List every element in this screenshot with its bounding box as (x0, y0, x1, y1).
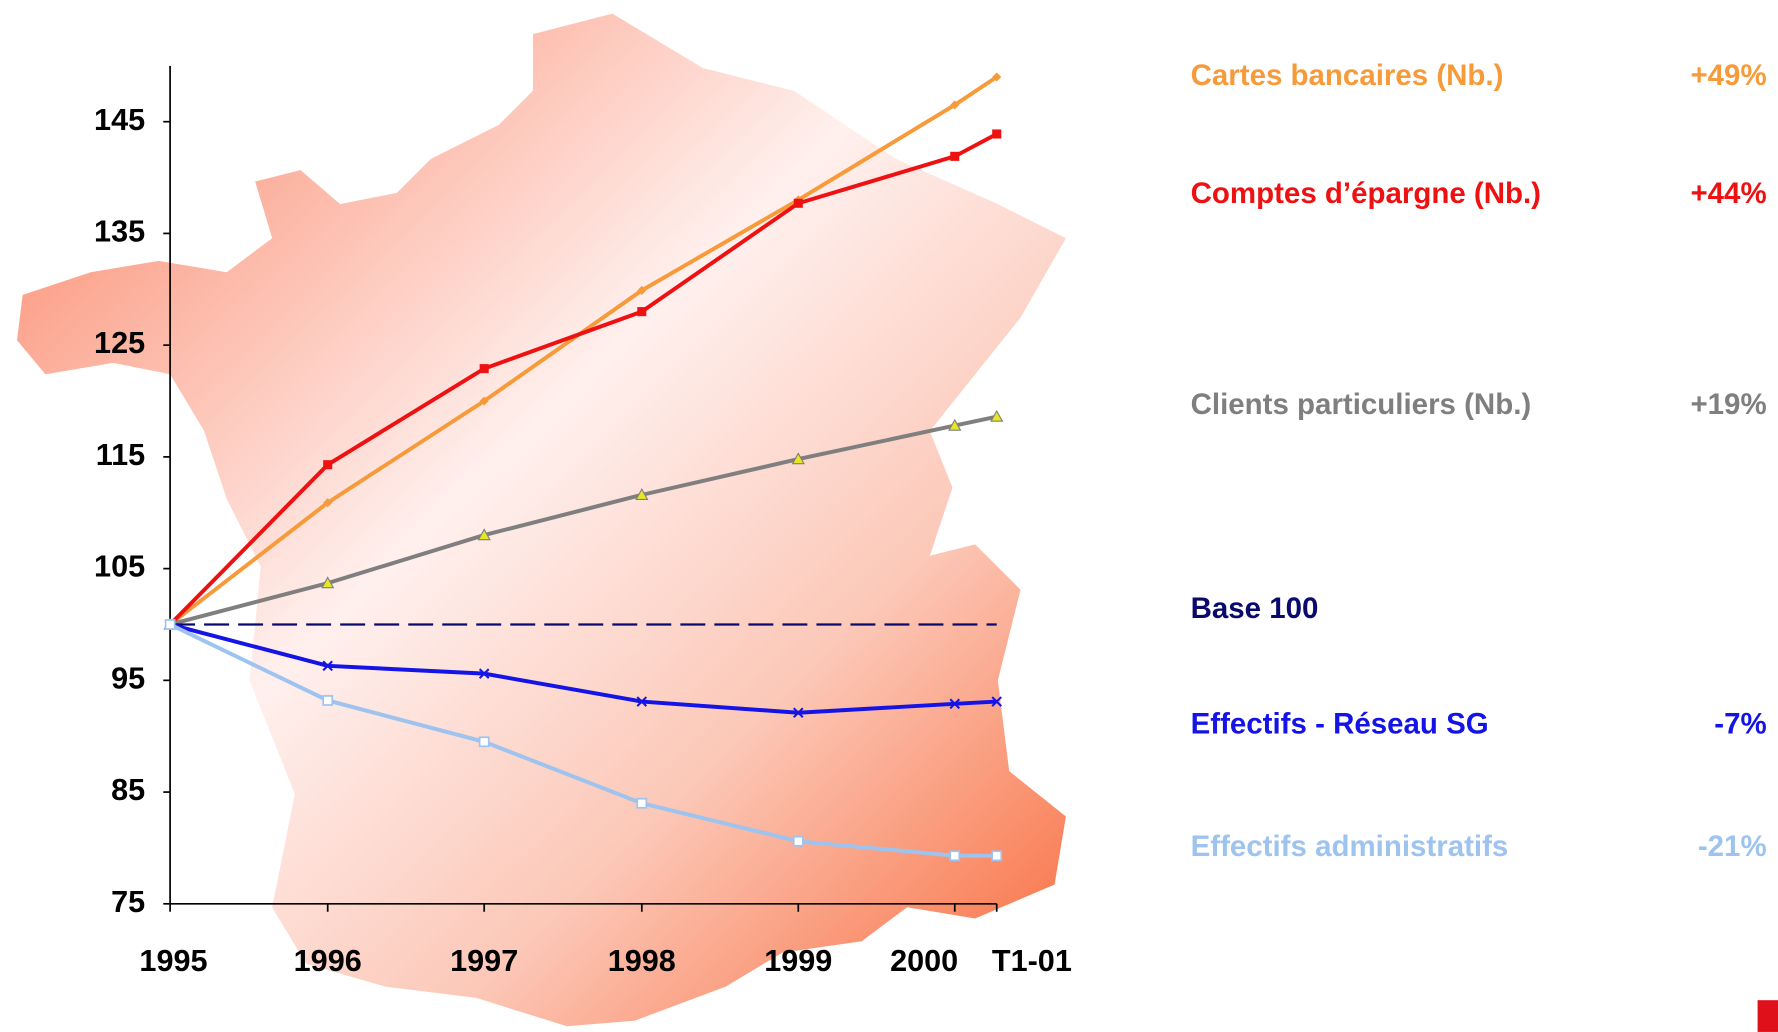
marker (164, 619, 176, 630)
marker (477, 528, 491, 541)
marker (478, 736, 490, 748)
legend-change: -7% (1714, 708, 1766, 741)
legend-label: Clients particuliers (Nb.) (1191, 388, 1532, 421)
marker (793, 198, 803, 208)
marker (322, 660, 333, 672)
marker (990, 409, 1004, 422)
y-tick-label: 125 (94, 326, 145, 360)
marker (479, 364, 489, 374)
legend-label: Effectifs administratifs (1191, 830, 1509, 863)
marker (991, 850, 1003, 862)
marker (949, 850, 961, 862)
marker (992, 129, 1002, 139)
x-tick-label: 1998 (608, 944, 676, 978)
marker (791, 452, 805, 465)
y-tick-label: 115 (96, 438, 145, 472)
marker (793, 707, 804, 719)
marker (635, 488, 649, 500)
legend-label: Effectifs - Réseau SG (1191, 708, 1489, 741)
y-tick-label: 85 (111, 773, 145, 807)
x-tick-label: 1999 (764, 944, 832, 978)
legend-change: +19% (1690, 388, 1766, 421)
y-tick-label: 145 (94, 103, 145, 137)
legend-label: Comptes d’épargne (Nb.) (1191, 177, 1541, 210)
marker (948, 418, 962, 431)
marker (323, 460, 333, 470)
x-tick-label: 1997 (450, 944, 518, 978)
x-tick-label: T1-01 (992, 944, 1072, 978)
y-tick-label: 75 (111, 885, 145, 919)
x-tick-label: 2000 (890, 944, 958, 978)
marker (792, 835, 804, 847)
y-tick-label: 135 (94, 215, 145, 249)
legend-change: +44% (1690, 177, 1766, 210)
legend-label: Cartes bancaires (Nb.) (1191, 59, 1504, 92)
corner-square (1757, 1000, 1778, 1032)
marker (479, 396, 489, 406)
marker (637, 307, 647, 317)
y-tick-label: 105 (94, 550, 145, 584)
legend-label: Base 100 (1191, 592, 1319, 625)
marker (991, 696, 1002, 707)
marker (636, 696, 648, 707)
marker (321, 576, 335, 589)
marker (950, 151, 960, 161)
x-tick-label: 1995 (139, 944, 207, 978)
marker (478, 668, 490, 679)
marker (323, 498, 333, 508)
legend-change: +49% (1690, 59, 1766, 92)
legend-change: -21% (1698, 830, 1767, 863)
marker (636, 797, 648, 809)
y-tick-label: 95 (111, 661, 145, 695)
marker (322, 695, 334, 706)
marker (949, 698, 961, 710)
x-tick-label: 1996 (294, 944, 362, 978)
